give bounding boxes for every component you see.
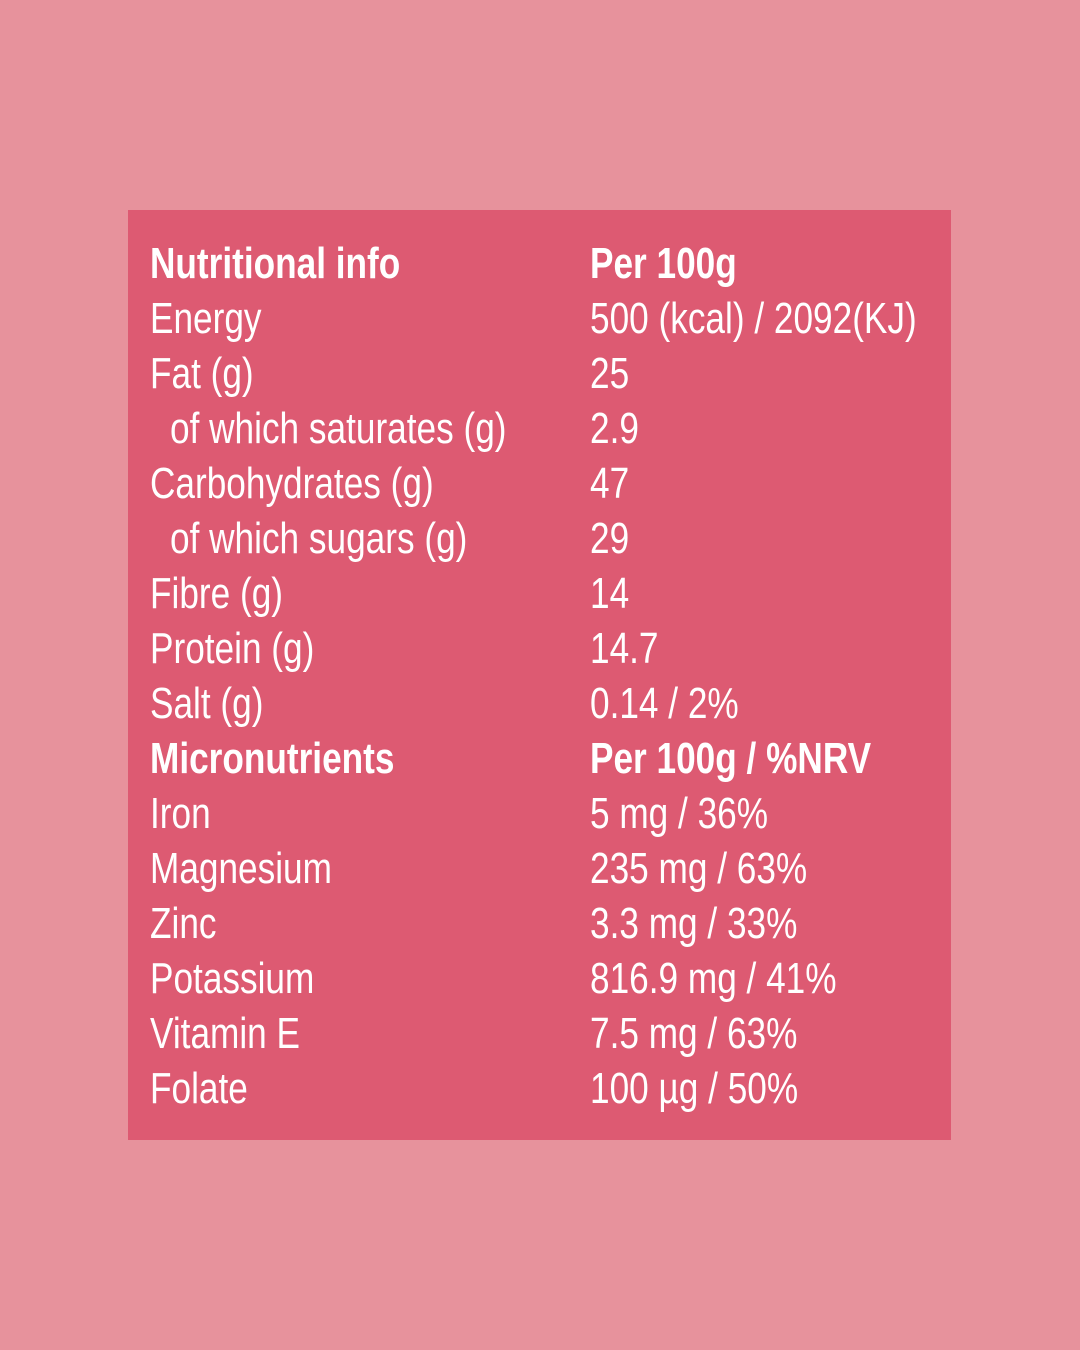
section-title: Nutritional info bbox=[150, 239, 401, 288]
row-value: 500 (kcal) / 2092(KJ) bbox=[590, 294, 917, 343]
section-header-nutritional-info: Nutritional info Per 100g bbox=[128, 236, 951, 291]
row-label: Salt (g) bbox=[150, 679, 264, 728]
row-label: Magnesium bbox=[150, 844, 332, 893]
section-header-micronutrients: Micronutrients Per 100g / %NRV bbox=[128, 731, 951, 786]
table-row-energy: Energy 500 (kcal) / 2092(KJ) bbox=[128, 291, 951, 346]
table-row-carbohydrates: Carbohydrates (g) 47 bbox=[128, 456, 951, 511]
section-unit-header: Per 100g bbox=[590, 239, 737, 288]
table-row-fat: Fat (g) 25 bbox=[128, 346, 951, 401]
row-value: 235 mg / 63% bbox=[590, 844, 808, 893]
row-value: 25 bbox=[590, 349, 630, 398]
row-value: 100 µg / 50% bbox=[590, 1064, 799, 1113]
row-label: Vitamin E bbox=[150, 1009, 300, 1058]
table-row-fibre: Fibre (g) 14 bbox=[128, 566, 951, 621]
row-value: 816.9 mg / 41% bbox=[590, 954, 837, 1003]
row-label: Carbohydrates (g) bbox=[150, 459, 434, 508]
section-unit-header: Per 100g / %NRV bbox=[590, 734, 872, 783]
table-row-saturates: of which saturates (g) 2.9 bbox=[128, 401, 951, 456]
row-label: Zinc bbox=[150, 899, 217, 948]
table-row-iron: Iron 5 mg / 36% bbox=[128, 786, 951, 841]
row-label: of which sugars (g) bbox=[170, 514, 468, 563]
row-label: of which saturates (g) bbox=[170, 404, 507, 453]
table-row-protein: Protein (g) 14.7 bbox=[128, 621, 951, 676]
row-value: 5 mg / 36% bbox=[590, 789, 769, 838]
row-label: Fibre (g) bbox=[150, 569, 283, 618]
table-row-zinc: Zinc 3.3 mg / 33% bbox=[128, 896, 951, 951]
table-row-magnesium: Magnesium 235 mg / 63% bbox=[128, 841, 951, 896]
row-label: Potassium bbox=[150, 954, 315, 1003]
row-value: 14 bbox=[590, 569, 630, 618]
section-title: Micronutrients bbox=[150, 734, 395, 783]
row-value: 14.7 bbox=[590, 624, 659, 673]
row-value: 29 bbox=[590, 514, 630, 563]
row-value: 7.5 mg / 63% bbox=[590, 1009, 798, 1058]
table-row-folate: Folate 100 µg / 50% bbox=[128, 1061, 951, 1116]
table-row-potassium: Potassium 816.9 mg / 41% bbox=[128, 951, 951, 1006]
row-value: 3.3 mg / 33% bbox=[590, 899, 798, 948]
row-label: Folate bbox=[150, 1064, 248, 1113]
row-label: Fat (g) bbox=[150, 349, 254, 398]
nutrition-panel: Nutritional info Per 100g Energy 500 (kc… bbox=[128, 210, 951, 1140]
row-label: Energy bbox=[150, 294, 262, 343]
table-row-vitamin-e: Vitamin E 7.5 mg / 63% bbox=[128, 1006, 951, 1061]
row-value: 0.14 / 2% bbox=[590, 679, 739, 728]
row-value: 2.9 bbox=[590, 404, 639, 453]
row-label: Protein (g) bbox=[150, 624, 315, 673]
row-label: Iron bbox=[150, 789, 211, 838]
table-row-salt: Salt (g) 0.14 / 2% bbox=[128, 676, 951, 731]
row-value: 47 bbox=[590, 459, 630, 508]
table-row-sugars: of which sugars (g) 29 bbox=[128, 511, 951, 566]
